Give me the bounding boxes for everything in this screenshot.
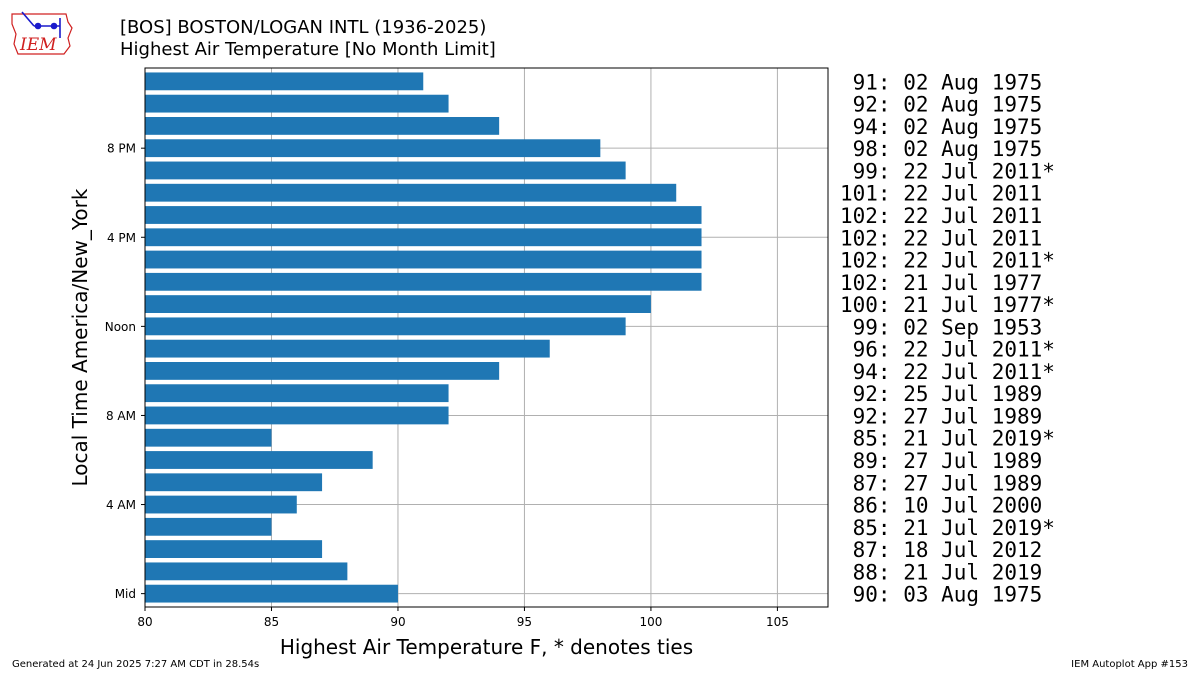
y-tick-label: Noon bbox=[105, 320, 136, 334]
annotation-label: 96: 22 Jul 2011* bbox=[840, 338, 1055, 362]
x-tick-label: 90 bbox=[390, 615, 405, 629]
bar bbox=[145, 584, 398, 603]
x-axis-label: Highest Air Temperature F, * denotes tie… bbox=[280, 635, 693, 659]
bar bbox=[145, 183, 677, 202]
bar bbox=[145, 206, 702, 224]
bar bbox=[145, 317, 626, 336]
annotation-label: 85: 21 Jul 2019* bbox=[840, 516, 1055, 540]
generated-timestamp: Generated at 24 Jun 2025 7:27 AM CDT in … bbox=[12, 659, 260, 670]
x-tick-label: 80 bbox=[137, 615, 152, 629]
annotation-label: 85: 21 Jul 2019* bbox=[840, 427, 1055, 451]
bar bbox=[145, 495, 297, 514]
annotation-label: 87: 27 Jul 1989 bbox=[840, 471, 1042, 495]
bar bbox=[145, 428, 272, 447]
annotation-label: 90: 03 Aug 1975 bbox=[840, 583, 1042, 607]
bar bbox=[145, 540, 323, 558]
y-tick-label: 8 PM bbox=[107, 142, 136, 156]
bar bbox=[145, 562, 348, 581]
bar bbox=[145, 384, 449, 403]
app-credit: IEM Autoplot App #153 bbox=[1071, 659, 1188, 670]
annotation-label: 94: 02 Aug 1975 bbox=[840, 115, 1042, 139]
annotation-label: 88: 21 Jul 2019 bbox=[840, 560, 1042, 584]
annotation-label: 87: 18 Jul 2012 bbox=[840, 538, 1042, 562]
bar bbox=[145, 139, 601, 158]
annotation-label: 100: 21 Jul 1977* bbox=[840, 293, 1055, 317]
bar bbox=[145, 406, 449, 425]
annotation-label: 91: 02 Aug 1975 bbox=[840, 70, 1042, 94]
weather-station-icon bbox=[21, 11, 61, 38]
iem-logo: IEM bbox=[11, 11, 73, 55]
logo-text: IEM bbox=[19, 35, 57, 55]
annotation-label: 102: 22 Jul 2011 bbox=[840, 226, 1042, 250]
iowa-outline-icon bbox=[11, 13, 73, 55]
y-tick-label: Mid bbox=[115, 587, 136, 601]
bar bbox=[145, 228, 702, 247]
x-tick-label: 95 bbox=[517, 615, 532, 629]
y-tick-label: 8 AM bbox=[106, 409, 136, 423]
annotation-label: 102: 22 Jul 2011* bbox=[840, 249, 1055, 273]
annotation-label: 98: 02 Aug 1975 bbox=[840, 137, 1042, 161]
bar bbox=[145, 94, 449, 113]
x-tick-label: 105 bbox=[766, 615, 789, 629]
y-tick-label: 4 AM bbox=[106, 498, 136, 512]
annotation-label: 99: 02 Sep 1953 bbox=[840, 315, 1042, 339]
bar bbox=[145, 451, 373, 469]
bar bbox=[145, 362, 500, 380]
annotation-labels: 90: 03 Aug 1975 88: 21 Jul 2019 87: 18 J… bbox=[840, 70, 1055, 606]
annotation-label: 92: 27 Jul 1989 bbox=[840, 404, 1042, 428]
chart-subtitle: Highest Air Temperature [No Month Limit] bbox=[120, 39, 496, 60]
bars bbox=[145, 72, 702, 603]
annotation-label: 101: 22 Jul 2011 bbox=[840, 182, 1042, 206]
axis-ticks: 80 85 90 95 100 105 Mid 4 AM 8 AM Noon 4 PM 8 PM bbox=[105, 142, 789, 629]
chart-title: [BOS] BOSTON/LOGAN INTL (1936-2025) bbox=[120, 17, 487, 38]
bar bbox=[145, 339, 550, 358]
annotation-label: 86: 10 Jul 2000 bbox=[840, 494, 1042, 518]
bar bbox=[145, 117, 500, 135]
plot-frame bbox=[144, 67, 829, 608]
y-tick-label: 4 PM bbox=[107, 231, 136, 245]
bar bbox=[145, 272, 702, 291]
x-tick-label: 100 bbox=[639, 615, 662, 629]
annotation-label: 102: 21 Jul 1977 bbox=[840, 271, 1042, 295]
annotation-label: 102: 22 Jul 2011 bbox=[840, 204, 1042, 228]
annotation-label: 99: 22 Jul 2011* bbox=[840, 159, 1055, 183]
y-axis-label: Local Time America/New_York bbox=[68, 188, 92, 486]
annotation-label: 94: 22 Jul 2011* bbox=[840, 360, 1055, 384]
bar bbox=[145, 72, 424, 91]
bar bbox=[145, 473, 323, 492]
bar bbox=[145, 517, 272, 536]
bar bbox=[145, 250, 702, 269]
bar bbox=[145, 161, 626, 180]
annotation-label: 89: 27 Jul 1989 bbox=[840, 449, 1042, 473]
x-tick-label: 85 bbox=[264, 615, 279, 629]
annotation-label: 92: 25 Jul 1989 bbox=[840, 382, 1042, 406]
annotation-label: 92: 02 Aug 1975 bbox=[840, 93, 1042, 117]
bar bbox=[145, 295, 651, 313]
